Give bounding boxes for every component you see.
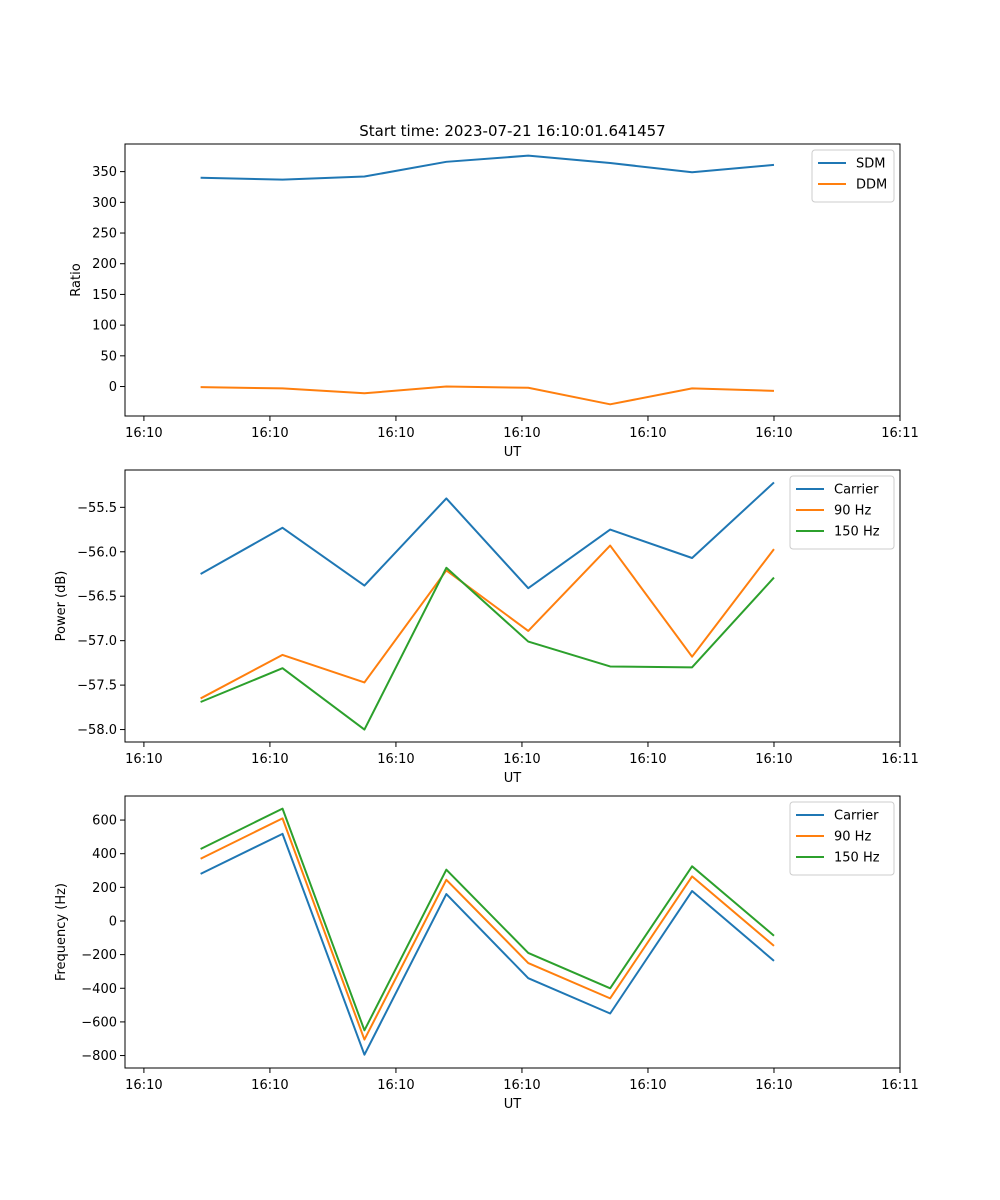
x-tick-label: 16:10 (503, 426, 540, 441)
x-tick-label: 16:11 (881, 1078, 918, 1093)
y-tick-label: −200 (81, 948, 117, 963)
x-tick-label: 16:10 (125, 1078, 162, 1093)
x-tick-label: 16:10 (629, 1078, 666, 1093)
x-tick-label: 16:10 (251, 426, 288, 441)
y-tick-label: −800 (81, 1049, 117, 1064)
y-tick-label: 100 (92, 319, 117, 334)
x-tick-label: 16:10 (125, 752, 162, 767)
legend-label: 90 Hz (834, 504, 871, 519)
x-tick-label: 16:10 (503, 752, 540, 767)
y-tick-label: −55.5 (77, 501, 117, 516)
y-tick-label: −58.0 (77, 723, 117, 738)
x-tick-label: 16:10 (377, 752, 414, 767)
series-line-carrier (200, 481, 775, 590)
x-tick-label: 16:10 (251, 1078, 288, 1093)
legend-label: 150 Hz (834, 525, 880, 540)
y-axis-label: Power (dB) (54, 571, 69, 642)
subplot-3: 16:10 16:10 16:10 16:10 16:10 16:10 16:11 −800 −… (54, 795, 919, 1112)
x-axis-label: UT (504, 1097, 522, 1112)
series-line-ddm (200, 385, 775, 406)
series-line-150-hz (200, 807, 775, 1032)
legend-label: SDM (856, 157, 885, 172)
x-tick-label: 16:11 (881, 426, 918, 441)
y-tick-label: 350 (92, 165, 117, 180)
x-tick-label: 16:10 (755, 426, 792, 441)
y-tick-label: 300 (92, 196, 117, 211)
y-tick-label: −57.0 (77, 634, 117, 649)
legend-label: 90 Hz (834, 830, 871, 845)
y-tick-label: −56.5 (77, 590, 117, 605)
x-tick-label: 16:11 (881, 752, 918, 767)
y-tick-label: −600 (81, 1015, 117, 1030)
x-tick-label: 16:10 (125, 426, 162, 441)
series-line-90-hz (200, 817, 775, 1041)
series-line-90-hz (200, 544, 775, 700)
x-tick-label: 16:10 (629, 752, 666, 767)
y-axis-label: Ratio (69, 263, 84, 296)
axes-frame (124, 795, 901, 1069)
axes-frame (124, 143, 901, 417)
x-tick-label: 16:10 (251, 752, 288, 767)
legend-label: Carrier (834, 483, 879, 498)
x-tick-label: 16:10 (755, 1078, 792, 1093)
chart-title: Start time: 2023-07-21 16:10:01.641457 (359, 122, 665, 140)
y-tick-label: 200 (92, 881, 117, 896)
x-tick-label: 16:10 (377, 426, 414, 441)
x-axis-label: UT (504, 771, 522, 786)
subplot-2: 16:10 16:10 16:10 16:10 16:10 16:10 16:11 −58.0… (54, 469, 919, 786)
y-tick-label: 150 (92, 288, 117, 303)
x-tick-label: 16:10 (377, 1078, 414, 1093)
x-tick-label: 16:10 (629, 426, 666, 441)
y-tick-label: 200 (92, 257, 117, 272)
y-tick-label: 50 (100, 349, 117, 364)
axes-frame (124, 469, 901, 743)
legend-label: Carrier (834, 809, 879, 824)
legend-label: DDM (856, 178, 887, 193)
x-axis-label: UT (504, 445, 522, 460)
legend-label: 150 Hz (834, 851, 880, 866)
y-axis-label: Frequency (Hz) (54, 883, 69, 981)
series-line-carrier (200, 832, 775, 1056)
y-tick-label: 400 (92, 847, 117, 862)
subplot-1: Start time: 2023-07-21 16:10:01.641457 16… (69, 122, 919, 460)
series-line-150-hz (200, 566, 775, 731)
y-tick-label: 0 (109, 380, 117, 395)
legend: SDM DDM (811, 149, 895, 203)
y-tick-label: −400 (81, 982, 117, 997)
legend: Carrier 90 Hz 150 Hz (789, 475, 895, 550)
y-tick-label: 0 (109, 914, 117, 929)
series-line-sdm (200, 154, 775, 181)
x-tick-label: 16:10 (503, 1078, 540, 1093)
y-tick-label: 250 (92, 227, 117, 242)
y-tick-label: −56.0 (77, 545, 117, 560)
legend: Carrier 90 Hz 150 Hz (789, 801, 895, 876)
y-tick-label: −57.5 (77, 679, 117, 694)
x-tick-label: 16:10 (755, 752, 792, 767)
y-tick-label: 600 (92, 814, 117, 829)
